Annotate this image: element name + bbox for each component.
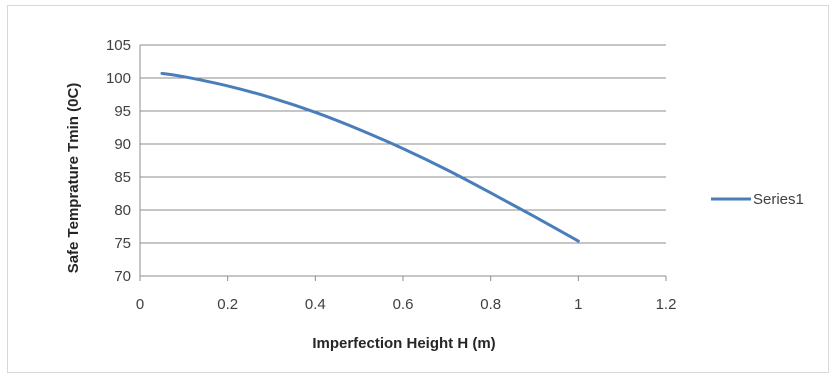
y-tick-labels: 70 75 80 85 90 95 100 105 xyxy=(106,37,131,285)
y-tick-label: 80 xyxy=(114,202,131,219)
legend-label-series1: Series1 xyxy=(753,191,804,208)
y-tick-label: 90 xyxy=(114,136,131,153)
x-tick-label: 0.8 xyxy=(480,296,501,313)
y-tick-label: 75 xyxy=(114,235,131,252)
series-lines xyxy=(160,71,580,243)
y-tick-label: 95 xyxy=(114,103,131,120)
gridlines xyxy=(140,44,666,244)
y-axis-title: Safe Temprature Tmin (0C) xyxy=(65,83,82,274)
x-tick-label: 0.6 xyxy=(393,296,414,313)
y-tick-label: 70 xyxy=(114,268,131,285)
x-tick-labels: 0 0.2 0.4 0.6 0.8 1 1.2 xyxy=(136,296,677,313)
x-tick-label: 0.4 xyxy=(305,296,326,313)
x-tick-label: 0.2 xyxy=(217,296,238,313)
y-tick-label: 100 xyxy=(106,70,131,87)
legend: Series1 xyxy=(711,191,804,208)
chart-frame xyxy=(7,5,829,373)
x-tick-label: 1.2 xyxy=(656,296,677,313)
series-line-1 xyxy=(160,71,580,243)
x-tick-label: 1 xyxy=(574,296,582,313)
y-tick-label: 105 xyxy=(106,37,131,54)
x-axis-title: Imperfection Height H (m) xyxy=(312,335,495,352)
axes xyxy=(139,45,667,281)
x-tick-label: 0 xyxy=(136,296,144,313)
y-tick-label: 85 xyxy=(114,169,131,186)
